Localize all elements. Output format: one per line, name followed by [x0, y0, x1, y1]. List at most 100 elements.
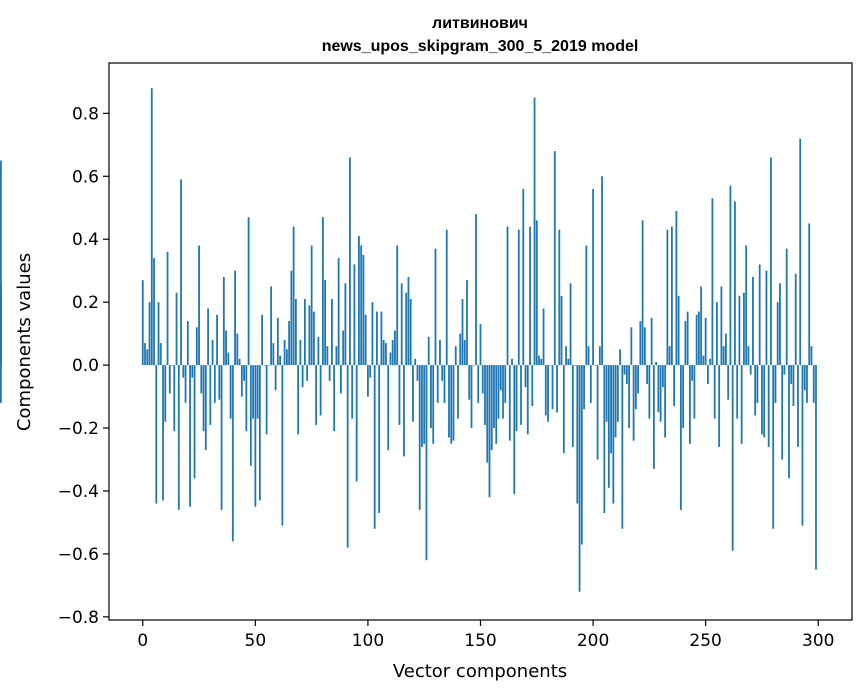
bar [243, 365, 245, 381]
bar [189, 365, 191, 507]
bar [168, 365, 171, 394]
bar [684, 321, 687, 366]
bar [565, 346, 567, 366]
bar [382, 339, 385, 366]
bar [504, 365, 507, 403]
bar [808, 223, 811, 366]
bar [441, 365, 444, 381]
bar [279, 355, 282, 366]
bar [398, 365, 401, 425]
bar [477, 365, 480, 403]
bar [810, 346, 813, 366]
bar [234, 270, 236, 366]
bar [580, 365, 583, 545]
bar [729, 185, 732, 366]
bar [700, 286, 703, 366]
bar [754, 365, 757, 416]
bar [634, 365, 637, 410]
bar [788, 365, 790, 479]
bar [445, 229, 448, 366]
bar [661, 365, 664, 388]
bar [452, 365, 455, 441]
bar [560, 295, 563, 366]
bar [301, 365, 304, 388]
bar [646, 365, 649, 384]
bar [346, 365, 349, 548]
bar [231, 365, 234, 542]
bar [267, 365, 270, 366]
bar [740, 365, 743, 444]
bar [619, 349, 621, 366]
bar [200, 365, 203, 394]
bar [0, 160, 2, 366]
bar [707, 365, 709, 384]
bar [664, 365, 667, 438]
bar [389, 352, 392, 366]
bar [204, 365, 207, 451]
bar [319, 365, 322, 416]
bar [297, 365, 300, 435]
bar [276, 317, 279, 366]
bar [308, 305, 311, 366]
bar [412, 365, 414, 422]
bar [270, 286, 273, 366]
bar [409, 299, 412, 366]
bar [657, 365, 660, 413]
x-tick-label: 0 [137, 631, 148, 651]
bar [677, 295, 680, 366]
bar [349, 157, 351, 366]
bar [380, 311, 383, 366]
bar [299, 339, 302, 366]
bar [274, 365, 277, 391]
bar [479, 324, 482, 366]
bar [605, 365, 608, 422]
bar [434, 248, 437, 366]
bar [522, 188, 525, 366]
bar [648, 365, 651, 419]
bar [670, 226, 673, 366]
bar [542, 308, 545, 366]
bar [432, 365, 435, 444]
bar [497, 365, 500, 419]
bar [679, 365, 682, 510]
bar [162, 365, 164, 501]
bar [184, 365, 187, 403]
bar [418, 365, 421, 510]
bar [779, 283, 781, 366]
bar [470, 365, 473, 429]
bar [475, 214, 477, 366]
bar [290, 270, 293, 366]
bar [673, 365, 676, 407]
bar [144, 343, 146, 366]
bar [148, 302, 151, 366]
bar [725, 333, 727, 366]
bar [443, 365, 446, 403]
bar [454, 346, 457, 366]
bar [749, 365, 752, 375]
bar [461, 299, 464, 366]
bar [376, 311, 378, 366]
bar [765, 270, 768, 366]
bar [171, 365, 173, 366]
bar [785, 248, 788, 366]
bar [198, 245, 200, 366]
bar [362, 254, 365, 366]
bar [272, 343, 275, 366]
bar [587, 346, 590, 366]
bar [598, 346, 601, 366]
y-tick-label: 0.0 [72, 356, 99, 376]
bar [180, 179, 182, 366]
bar [225, 330, 227, 366]
chart-title: литвинович [432, 15, 528, 32]
bar [427, 336, 430, 366]
bar [439, 339, 441, 366]
bar [806, 365, 808, 403]
bar [698, 311, 700, 366]
bar [252, 365, 254, 419]
bar [601, 176, 603, 366]
bar [394, 330, 396, 366]
bar [191, 365, 194, 378]
bar [792, 365, 795, 407]
bar [265, 365, 268, 435]
